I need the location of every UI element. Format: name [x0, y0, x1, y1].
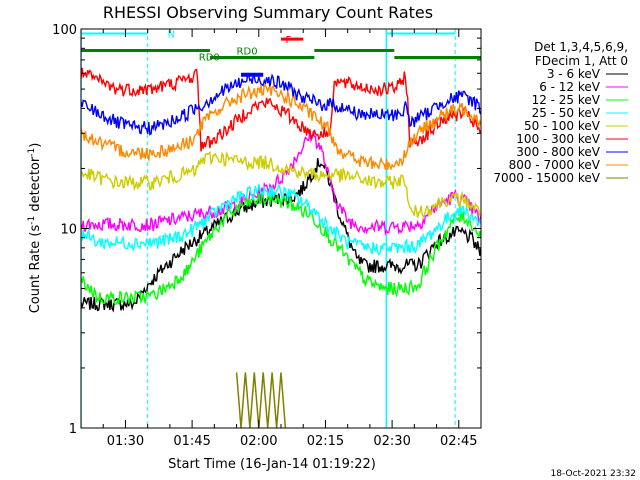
x-tick-label-2: 01:45 — [173, 434, 210, 449]
series-line-2 — [81, 130, 481, 236]
series-line-3 — [81, 192, 481, 305]
legend-label-2: 6 - 12 keV — [539, 80, 601, 94]
footer-timestamp: 18-Oct-2021 23:32 — [551, 469, 636, 479]
series-group — [81, 29, 481, 428]
legend-label-3: 12 - 25 keV — [532, 93, 601, 107]
legend-label-9: 7000 - 15000 keV — [493, 171, 600, 185]
annotation-3: RD0 — [199, 52, 220, 63]
series-line-9 — [235, 372, 287, 428]
x-tick-label-1: 01:30 — [107, 434, 144, 449]
x-tick-label-3: 02:00 — [240, 434, 277, 449]
y-tick-label-1: 1 — [69, 422, 77, 437]
x-tick-label-6: 02:45 — [440, 434, 477, 449]
legend-label-7: 300 - 800 keV — [516, 145, 600, 159]
series-line-8 — [81, 83, 481, 171]
legend-header-line-2: FDecim 1, Att 0 — [535, 54, 628, 68]
series-line-7 — [81, 72, 481, 136]
series-line-4 — [81, 183, 481, 256]
y-axis-label: Count Rate (s-1 detector-1) — [27, 143, 43, 314]
annotation-2: F — [285, 35, 291, 46]
annotation-4: RD0 — [237, 47, 258, 58]
legend-label-8: 800 - 7000 keV — [509, 158, 601, 172]
legend-label-6: 100 - 300 keV — [516, 132, 600, 146]
legend: Det 1,3,4,5,6,9, FDecim 1, Att 0 3 - 6 k… — [493, 40, 628, 185]
series-line-5 — [81, 150, 481, 219]
series-line-6 — [81, 67, 481, 152]
x-axis: 01:30 01:45 02:00 02:15 02:30 02:45 — [80, 29, 482, 449]
y-tick-label-3: 100 — [52, 23, 77, 38]
legend-label-5: 50 - 100 keV — [524, 119, 601, 133]
chart-title: RHESSI Observing Summary Count Rates — [103, 3, 433, 22]
annotation-1: N — [168, 29, 175, 40]
x-tick-label-5: 02:30 — [373, 434, 410, 449]
x-tick-label-4: 02:15 — [307, 434, 344, 449]
legend-label-4: 25 - 50 keV — [532, 106, 601, 120]
x-axis-label: Start Time (16-Jan-14 01:19:22) — [168, 457, 376, 472]
legend-header-line-1: Det 1,3,4,5,6,9, — [534, 40, 628, 54]
y-axis: 1 10 100 — [52, 23, 481, 437]
legend-label-1: 3 - 6 keV — [547, 67, 601, 81]
y-tick-label-2: 10 — [60, 223, 77, 238]
plot-area: N F RD0 RD0 — [81, 29, 481, 428]
